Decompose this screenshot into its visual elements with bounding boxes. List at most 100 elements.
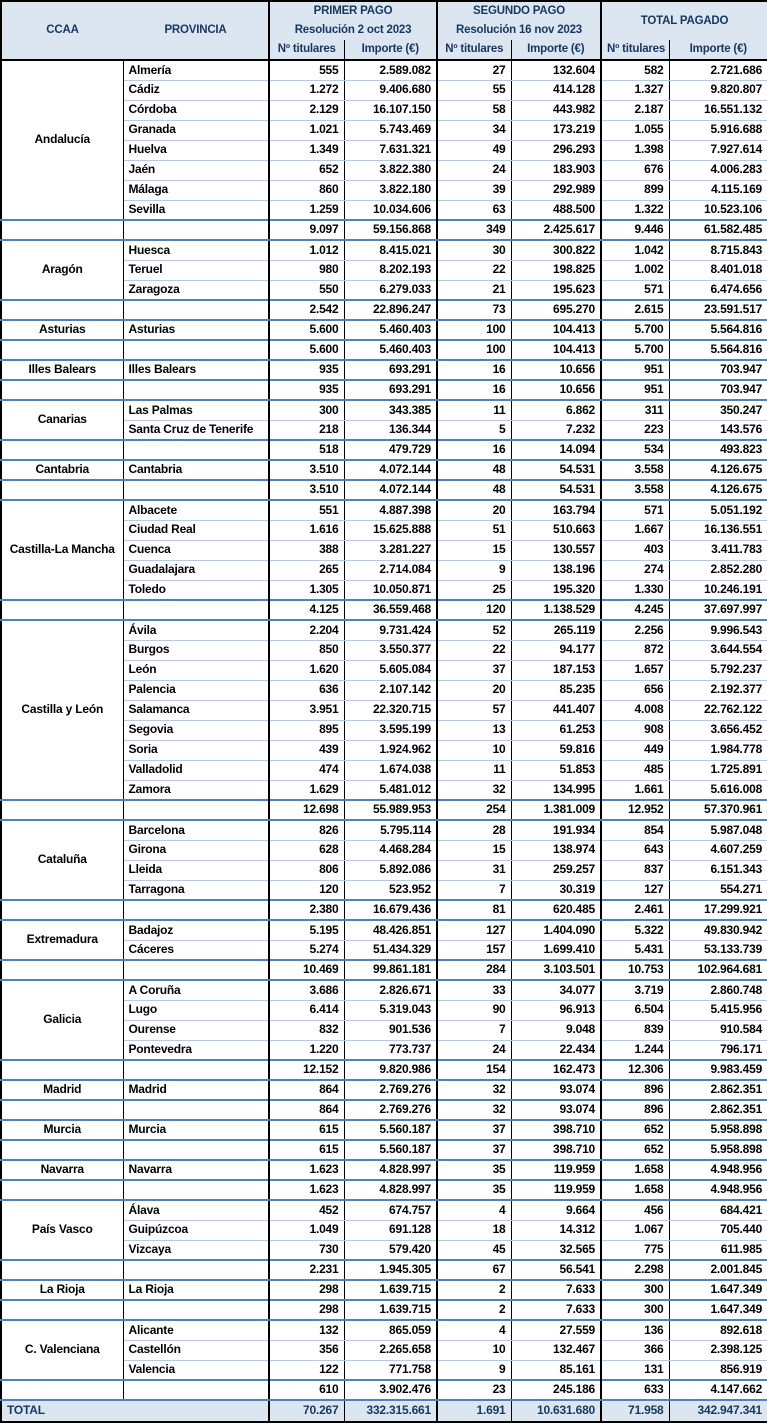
value-cell: 16.107.150 <box>344 100 439 121</box>
subtotal-empty-ccaa <box>1 479 124 501</box>
value-cell: 551 <box>269 500 345 521</box>
subtotal-value-cell: 652 <box>601 1139 670 1161</box>
value-cell: 1.002 <box>601 260 670 281</box>
ccaa-cell: Canarias <box>1 400 124 441</box>
value-cell: 4.607.259 <box>669 840 767 861</box>
province-row: Huelva 1.349 7.631.321 49 296.293 1.398 7.927.… <box>1 140 767 161</box>
subtotal-empty-province <box>123 379 270 401</box>
value-cell: 18 <box>437 1220 512 1241</box>
subtotal-empty-province <box>123 959 270 981</box>
value-cell: 31 <box>437 860 512 881</box>
value-cell: 443.982 <box>511 100 603 121</box>
value-cell: 292.989 <box>511 180 603 201</box>
province-cell: Granada <box>123 120 270 141</box>
value-cell: 63 <box>437 200 512 221</box>
value-cell: 850 <box>269 640 345 661</box>
province-cell: Tarragona <box>123 880 270 901</box>
ccaa-cell: Murcia <box>1 1120 124 1141</box>
subtotal-value-cell: 9.097 <box>269 219 345 241</box>
value-cell: 7.633 <box>511 1280 603 1301</box>
value-cell: 2.107.142 <box>344 680 439 701</box>
subtotal-value-cell: 67 <box>437 1259 512 1281</box>
subtotal-value-cell: 59.156.868 <box>344 219 439 241</box>
value-cell: 4.887.398 <box>344 500 439 521</box>
value-cell: 3.719 <box>601 980 670 1001</box>
subtotal-value-cell: 5.564.816 <box>669 339 767 361</box>
value-cell: 3.558 <box>601 460 670 481</box>
province-row: Cuenca 388 3.281.227 15 130.557 403 3.411.783 <box>1 540 767 561</box>
subtotal-value-cell: 5.460.403 <box>344 339 439 361</box>
province-cell: Lleida <box>123 860 270 881</box>
table-header: CCAA PROVINCIA PRIMER PAGO SEGUNDO PAGO … <box>1 1 767 61</box>
value-cell: 895 <box>269 720 345 741</box>
ccaa-cell: Madrid <box>1 1080 124 1101</box>
province-row: Canarias Las Palmas 300 343.385 11 6.862 311 35… <box>1 400 767 441</box>
subtotal-value-cell: 73 <box>437 299 512 321</box>
value-cell: 96.913 <box>511 1000 603 1021</box>
province-row: Málaga 860 3.822.180 39 292.989 899 4.115.169 <box>1 180 767 201</box>
value-cell: 571 <box>601 500 670 521</box>
value-cell: 554.271 <box>669 880 767 901</box>
value-cell: 10.050.871 <box>344 580 439 601</box>
value-cell: 85.161 <box>511 1360 603 1381</box>
value-cell: 1.404.090 <box>511 920 603 941</box>
subtotal-value-cell: 162.473 <box>511 1059 603 1081</box>
subtotal-value-cell: 298 <box>269 1299 345 1321</box>
subtotal-value-cell: 1.623 <box>269 1179 345 1201</box>
value-cell: 2.862.351 <box>669 1080 767 1101</box>
subtotal-value-cell: 951 <box>601 379 670 401</box>
value-cell: 523.952 <box>344 880 439 901</box>
value-cell: 1.984.778 <box>669 740 767 761</box>
value-cell: 350.247 <box>669 400 767 421</box>
value-cell: 4.006.283 <box>669 160 767 181</box>
subtotal-empty-province <box>123 299 270 321</box>
value-cell: 173.219 <box>511 120 603 141</box>
province-cell: Salamanca <box>123 700 270 721</box>
province-cell: Sevilla <box>123 200 270 221</box>
value-cell: 1.623 <box>269 1160 345 1181</box>
value-cell: 34.077 <box>511 980 603 1001</box>
province-cell: Las Palmas <box>123 400 270 421</box>
province-cell: Ciudad Real <box>123 520 270 541</box>
value-cell: 5.322 <box>601 920 670 941</box>
header-resolucion-2: Resolución 16 nov 2023 <box>437 21 603 40</box>
subtotal-value-cell: 633 <box>601 1379 670 1401</box>
subtotal-value-cell: 10.469 <box>269 959 345 981</box>
value-cell: 14.312 <box>511 1220 603 1241</box>
value-cell: 3.686 <box>269 980 345 1001</box>
value-cell: 4.115.169 <box>669 180 767 201</box>
value-cell: 1.398 <box>601 140 670 161</box>
total-value-cell: 332.315.661 <box>344 1400 439 1422</box>
value-cell: 49.830.942 <box>669 920 767 941</box>
value-cell: 22 <box>437 640 512 661</box>
value-cell: 9.664 <box>511 1200 603 1221</box>
subtotal-value-cell: 2.862.351 <box>669 1099 767 1121</box>
value-cell: 48.426.851 <box>344 920 439 941</box>
value-cell: 21 <box>437 280 512 301</box>
subtotal-empty-ccaa <box>1 1099 124 1121</box>
province-cell: Valencia <box>123 1360 270 1381</box>
value-cell: 3.822.180 <box>344 180 439 201</box>
value-cell: 773.737 <box>344 1040 439 1061</box>
value-cell: 839 <box>601 1020 670 1041</box>
province-cell: Guadalajara <box>123 560 270 581</box>
value-cell: 9.731.424 <box>344 620 439 641</box>
subtotal-value-cell: 37.697.997 <box>669 599 767 621</box>
value-cell: 7 <box>437 1020 512 1041</box>
ccaa-cell: Illes Balears <box>1 360 124 381</box>
subtotal-value-cell: 93.074 <box>511 1099 603 1121</box>
province-cell: Girona <box>123 840 270 861</box>
subtotal-empty-ccaa <box>1 899 124 921</box>
value-cell: 1.021 <box>269 120 345 141</box>
subtotal-value-cell: 610 <box>269 1379 345 1401</box>
province-cell: Huesca <box>123 240 270 261</box>
value-cell: 49 <box>437 140 512 161</box>
subtotal-empty-province <box>123 439 270 461</box>
province-row: Soria 439 1.924.962 10 59.816 449 1.984.778 <box>1 740 767 761</box>
value-cell: 132.604 <box>511 60 603 81</box>
province-row: Illes Balears Illes Balears 935 693.291 16 10… <box>1 360 767 381</box>
subtotal-value-cell: 14.094 <box>511 439 603 461</box>
value-cell: 388 <box>269 540 345 561</box>
subtotal-row: 610 3.902.476 23 245.186 633 4.147.662 <box>1 1379 767 1401</box>
